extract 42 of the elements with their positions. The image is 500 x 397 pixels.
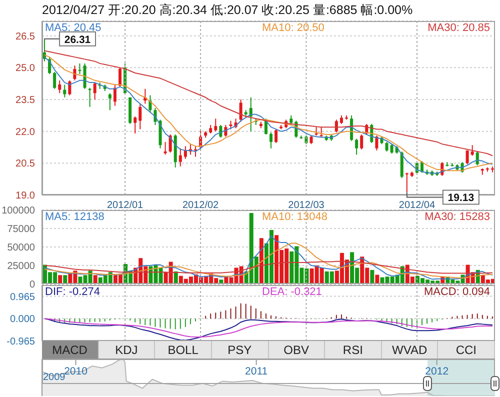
annotation: 2009 (43, 372, 66, 383)
category-label: BOLL (155, 341, 212, 359)
text: MA5: 12138 (45, 211, 104, 223)
x-tick-label: 2012/04 (398, 200, 436, 212)
y-tick-label: 20.5 (16, 158, 36, 170)
annotation: 19.13 (448, 192, 474, 204)
x-tick-label: 2012 (425, 365, 449, 378)
y-tick-label: 19.0 (16, 190, 36, 202)
y-tick-label: 25000 (7, 261, 36, 272)
y-tick-label: 0.000 (10, 314, 36, 326)
text: MA10: 13048 (262, 211, 328, 223)
category-label: CCI (438, 341, 495, 359)
y-tick-label: 75000 (7, 224, 36, 236)
text: MA30: 15283 (424, 211, 490, 223)
y-tick-label: 0 (29, 280, 36, 291)
x-tick-label: 2012/01 (106, 200, 144, 212)
y-tick-label: -0.965 (6, 336, 36, 348)
y-tick-label: 0.965 (10, 292, 36, 303)
y-tick-label: 26.5 (16, 31, 36, 42)
category-label: RSI (325, 341, 382, 359)
y-tick-label: 23.5 (16, 95, 36, 106)
text: MA10: 20.50 (262, 22, 324, 34)
series-label: DIF: -0.274 (45, 286, 100, 298)
y-tick-label: 25.0 (16, 63, 36, 74)
y-tick-label: 100000 (2, 206, 36, 217)
text: MA5: 20.45 (45, 22, 102, 34)
category-label: WVAD (382, 341, 438, 359)
category-label: OBV (268, 341, 326, 359)
x-tick-label: 2011 (245, 365, 268, 378)
text: MA30: 20.85 (428, 22, 490, 34)
x-tick-label: 2012/02 (182, 200, 220, 212)
x-tick-label: 2012/03 (288, 200, 325, 212)
y-tick-label: 50000 (7, 242, 36, 254)
category-label: PSY (212, 341, 268, 359)
y-tick-label: 22.0 (16, 126, 36, 138)
text: DEA: -0.321 (262, 286, 322, 298)
category-label: MACD (42, 341, 99, 359)
chart-title: 2012/04/27 开:20.20 高:20.34 低:20.07 收:20.25 量:6885 幅:0.00% (42, 2, 413, 19)
x-tick-label: 2010 (64, 365, 88, 378)
category-label: KDJ (98, 341, 156, 359)
series-label: MACD: 0.094 (424, 286, 490, 298)
annotation: 26.31 (64, 34, 91, 46)
